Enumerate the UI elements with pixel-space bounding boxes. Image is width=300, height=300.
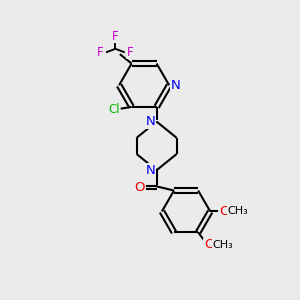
Text: O: O	[135, 181, 145, 194]
Text: F: F	[98, 46, 104, 59]
Text: O: O	[204, 238, 214, 251]
Text: F: F	[127, 46, 134, 59]
Text: F: F	[112, 30, 119, 43]
Text: N: N	[145, 115, 155, 128]
Text: Cl: Cl	[108, 103, 120, 116]
Text: O: O	[219, 205, 229, 218]
Text: CH₃: CH₃	[212, 240, 233, 250]
Text: N: N	[145, 164, 155, 177]
Text: CH₃: CH₃	[227, 206, 248, 216]
Text: N: N	[171, 79, 181, 92]
